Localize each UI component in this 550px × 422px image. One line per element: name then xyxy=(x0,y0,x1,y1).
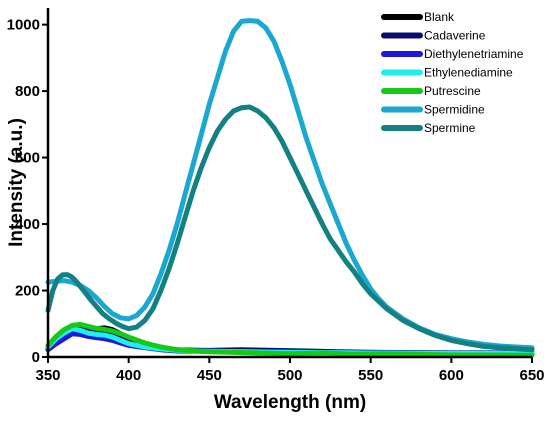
legend-label-spermidine: Spermidine xyxy=(424,103,485,117)
x-tick-label: 600 xyxy=(439,367,464,384)
legend-label-cadaverine: Cadaverine xyxy=(424,29,486,43)
x-tick-label: 400 xyxy=(116,367,141,384)
y-tick-label: 0 xyxy=(32,349,40,366)
x-tick-label: 450 xyxy=(197,367,222,384)
legend-label-diethylenetriamine: Diethylenetriamine xyxy=(424,47,524,61)
axes-layer: 350 400 450 500 550 600 650 0 200 400 600 800 1000 xyxy=(7,8,545,384)
y-tick-label: 400 xyxy=(15,216,40,233)
legend-label-blank: Blank xyxy=(424,10,455,24)
series-line-putrescine xyxy=(45,321,535,358)
series-layer xyxy=(45,18,535,358)
x-tick-label: 550 xyxy=(358,367,383,384)
y-axis-title: Intensity (a.u.) xyxy=(6,118,27,247)
legend: Blank Cadaverine Diethylenetriamine Ethylen… xyxy=(381,10,524,135)
x-tick-label: 350 xyxy=(35,367,60,384)
series-line-spermine xyxy=(45,104,535,353)
y-tick-label: 200 xyxy=(15,283,40,300)
x-tick-label: 650 xyxy=(519,367,544,384)
y-tick-label: 1000 xyxy=(7,17,40,34)
legend-label-spermine: Spermine xyxy=(424,121,476,135)
y-tick-label: 600 xyxy=(15,150,40,167)
y-tick-label: 800 xyxy=(15,83,40,100)
legend-label-putrescine: Putrescine xyxy=(424,84,481,98)
x-tick-label: 500 xyxy=(277,367,302,384)
legend-label-ethylenediamine: Ethylenediamine xyxy=(424,66,513,80)
x-axis-title: Wavelength (nm) xyxy=(214,392,366,413)
